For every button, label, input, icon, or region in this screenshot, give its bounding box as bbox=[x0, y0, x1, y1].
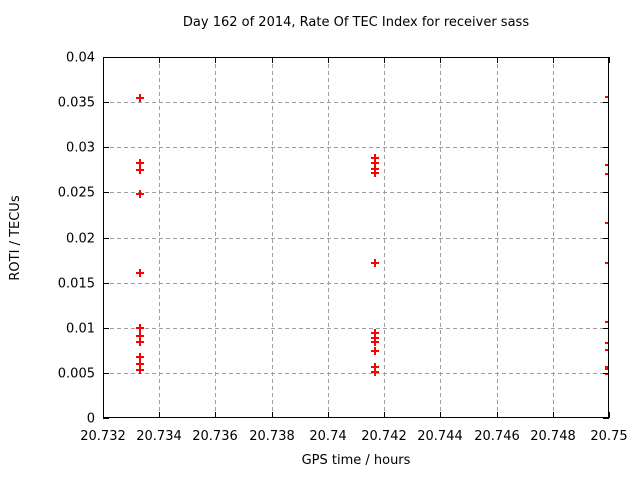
y-tick-label: 0.005 bbox=[58, 367, 95, 382]
data-point-marker bbox=[136, 366, 144, 374]
y-tick-label: 0.035 bbox=[58, 96, 95, 111]
data-point-marker bbox=[136, 166, 144, 174]
x-tick-label: 20.748 bbox=[530, 429, 576, 444]
x-tick-label: 20.74 bbox=[309, 429, 346, 444]
axes bbox=[103, 57, 610, 419]
data-point-marker bbox=[371, 259, 379, 267]
y-tick-label: 0.04 bbox=[66, 51, 95, 66]
tick-labels: 20.732 20.734 20.736 20.738 20.74 20.742 20.74… bbox=[58, 51, 628, 445]
data-point-marker bbox=[605, 363, 609, 371]
chart-title: Day 162 of 2014, Rate Of TEC Index for r… bbox=[182, 15, 530, 30]
data-point-marker bbox=[605, 93, 609, 101]
data-point-marker bbox=[371, 368, 379, 376]
data-point-marker bbox=[605, 346, 609, 354]
data-point-marker bbox=[371, 347, 379, 355]
y-tick-label: 0.03 bbox=[66, 141, 95, 156]
data-point-marker bbox=[605, 365, 609, 373]
x-tick-label: 20.742 bbox=[361, 429, 407, 444]
data-point-marker bbox=[136, 338, 144, 346]
data-point-marker bbox=[605, 339, 609, 347]
y-tick-label: 0.02 bbox=[66, 232, 95, 247]
grid-lines bbox=[103, 57, 609, 418]
data-point-marker bbox=[605, 219, 609, 227]
data-point-marker bbox=[136, 324, 144, 332]
data-point-marker bbox=[605, 170, 609, 178]
data-point-marker bbox=[605, 318, 609, 326]
data-point-marker bbox=[136, 353, 144, 361]
data-point-marker bbox=[136, 269, 144, 277]
data-point-marker bbox=[605, 161, 609, 169]
y-tick-label: 0.01 bbox=[66, 322, 95, 337]
y-tick-label: 0.015 bbox=[58, 277, 95, 292]
x-tick-label: 20.736 bbox=[192, 429, 238, 444]
data-points bbox=[136, 93, 609, 378]
data-point-marker bbox=[605, 259, 609, 267]
x-tick-label: 20.732 bbox=[80, 429, 126, 444]
plot-border bbox=[103, 57, 609, 418]
x-tick-label: 20.744 bbox=[417, 429, 463, 444]
data-point-marker bbox=[371, 338, 379, 346]
data-point-marker bbox=[371, 169, 379, 177]
data-point-marker bbox=[136, 94, 144, 102]
data-point-marker bbox=[136, 190, 144, 198]
y-tick-label: 0.025 bbox=[58, 186, 95, 201]
y-tick-label: 0 bbox=[87, 412, 95, 427]
x-tick-label: 20.746 bbox=[474, 429, 520, 444]
data-point-marker bbox=[136, 159, 144, 167]
x-tick-label: 20.738 bbox=[249, 429, 295, 444]
x-tick-label: 20.734 bbox=[136, 429, 182, 444]
x-axis-label: GPS time / hours bbox=[301, 453, 411, 468]
x-tick-label: 20.75 bbox=[590, 429, 627, 444]
